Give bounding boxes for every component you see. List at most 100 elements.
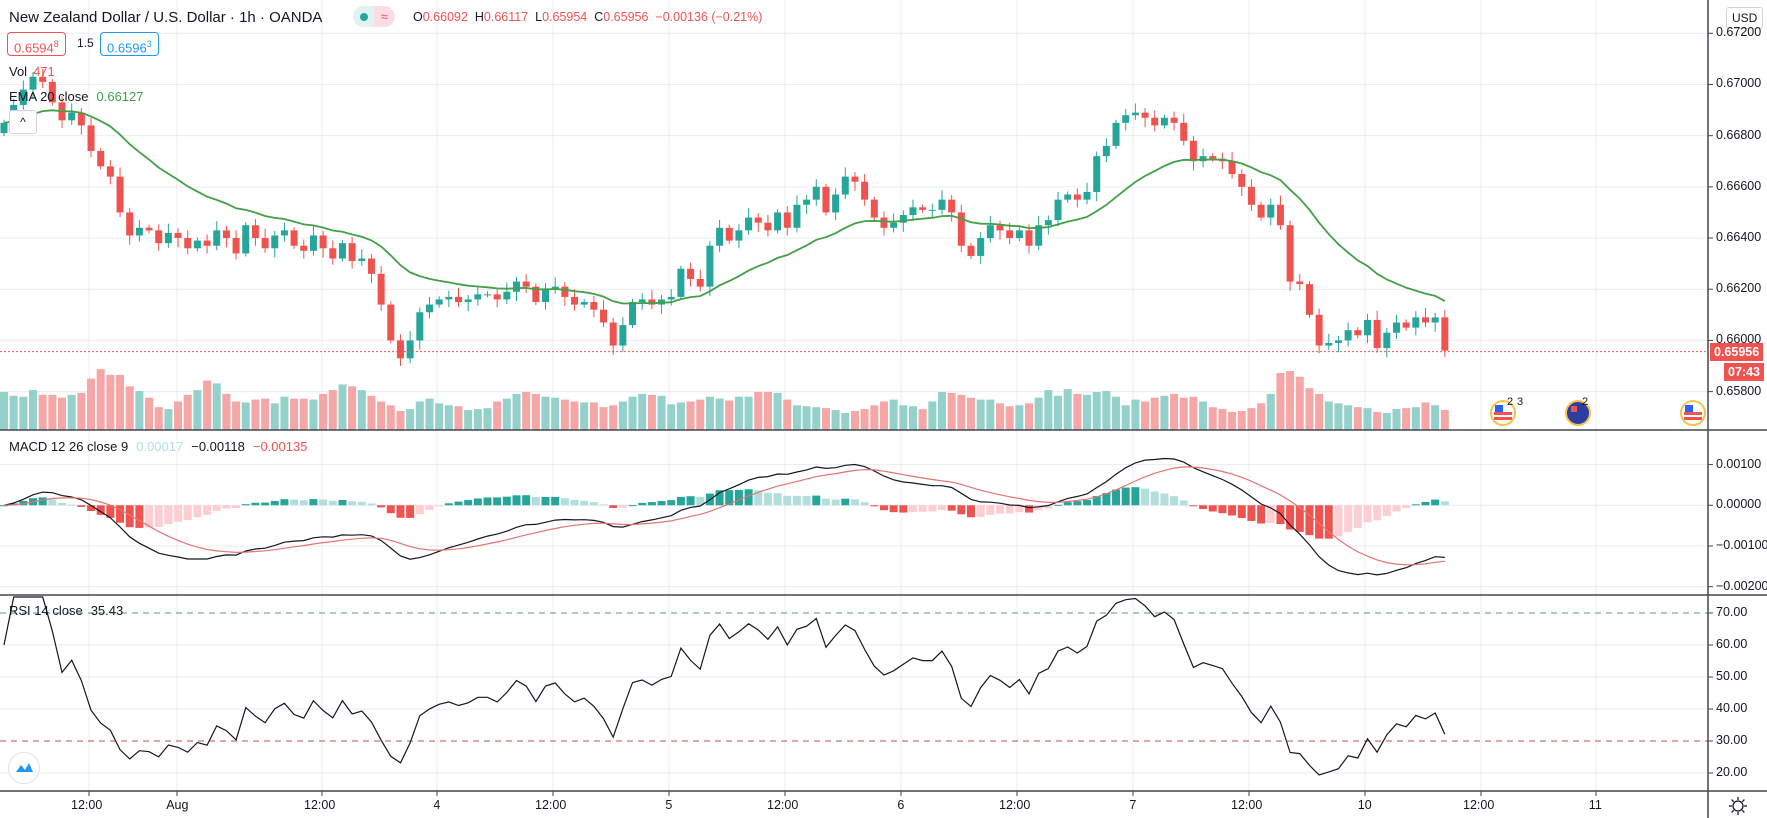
macd-histogram-bar (1208, 505, 1217, 512)
macd-histogram-bar (183, 505, 192, 521)
volume-bar (1286, 371, 1295, 430)
candle-body (522, 281, 530, 287)
candle (19, 80, 27, 110)
candle-body (938, 199, 946, 210)
candle-body (358, 258, 366, 262)
volume-bar (918, 409, 927, 430)
candles (0, 69, 1449, 367)
macd-histogram-bar (1005, 505, 1014, 514)
buy-button[interactable]: 0.65963 (100, 32, 159, 56)
macd-histogram-bar (261, 502, 270, 506)
settings-gear-icon[interactable] (1728, 796, 1748, 816)
candle (542, 283, 550, 310)
macd-label: MACD 12 26 close 9 (9, 439, 129, 454)
volume-bar (1112, 396, 1121, 430)
macd-histogram-bar (1160, 493, 1169, 506)
macd-histogram-bar (879, 505, 888, 511)
volume-bar (996, 403, 1005, 430)
volume-bar (251, 399, 260, 430)
macd-histogram-bar (1034, 505, 1043, 511)
volume-bar (1083, 394, 1092, 430)
rsi-legend[interactable]: RSI 14 close 35.43 (9, 603, 123, 618)
candle (803, 195, 811, 214)
candle (1131, 103, 1139, 120)
volume-bar (850, 410, 859, 430)
bar-countdown: 07:43 (1724, 362, 1764, 381)
rsi-axis-label: 60.00 (1716, 637, 1748, 651)
volume-bar (522, 391, 531, 430)
candle (967, 242, 975, 260)
macd-histogram-bar (338, 500, 347, 506)
candle-body (1383, 332, 1391, 349)
macd-histogram-bar (599, 504, 608, 506)
candle (155, 224, 163, 251)
volume-bar (889, 399, 898, 430)
macd-legend[interactable]: MACD 12 26 close 9 0.00017 −0.00118 −0.0013… (9, 439, 307, 454)
currency-button[interactable]: USD (1726, 7, 1764, 29)
candle-body (890, 222, 898, 228)
volume-bar (1305, 388, 1314, 430)
ema-legend[interactable]: EMA 20 close 0.66127 (9, 89, 144, 104)
candle (145, 224, 153, 234)
symbol-title[interactable]: New Zealand Dollar / U.S. Dollar · 1h · … (9, 9, 323, 26)
candle (1354, 327, 1362, 339)
candle-body (1083, 191, 1091, 200)
candle (832, 188, 840, 221)
candle (454, 287, 462, 307)
collapse-legend-button[interactable]: ^ (9, 110, 37, 134)
candle (1296, 273, 1304, 291)
macd-histogram-bar (1305, 505, 1314, 536)
candle (957, 204, 965, 252)
time-axis-label: 12:00 (304, 798, 336, 812)
candle (919, 204, 927, 213)
macd-histogram-bar (522, 495, 531, 506)
us-flag-icon[interactable] (1490, 400, 1516, 426)
market-status-pill[interactable]: ≈ (353, 6, 395, 27)
macd-histogram-bar (686, 496, 695, 506)
sell-button[interactable]: 0.65948 (7, 32, 66, 56)
us-flag-icon[interactable] (1680, 400, 1706, 426)
macd-histogram-bar (676, 496, 685, 506)
volume-legend[interactable]: Vol 471 (9, 64, 55, 79)
candle (106, 160, 114, 185)
macd-histogram-bar (812, 495, 821, 506)
volume-bar (841, 412, 850, 430)
candle (1334, 335, 1342, 353)
candle-body (638, 299, 646, 303)
macd-histogram-bar (425, 505, 434, 511)
candle-body (696, 278, 704, 287)
macd-histogram-bar (309, 499, 318, 506)
macd-histogram-bar (386, 505, 395, 514)
volume-bar (1199, 401, 1208, 430)
macd-histogram-bar (986, 505, 995, 515)
volume-bar (116, 374, 125, 430)
volume-bar (696, 399, 705, 430)
volume-bar (792, 405, 801, 430)
candle (841, 167, 849, 200)
macd-histogram-bar (1102, 493, 1111, 506)
macd-histogram-bar (928, 505, 937, 512)
candle (551, 277, 559, 294)
candle (367, 253, 375, 284)
volume-bar (908, 406, 917, 430)
volume-bar (618, 401, 627, 430)
candle (184, 230, 192, 255)
candle (290, 227, 298, 249)
macd-histogram-bar (0, 505, 8, 507)
candle (135, 220, 143, 242)
volume-bar (1324, 401, 1333, 430)
candle-body (222, 230, 230, 239)
candle (309, 226, 317, 256)
candle (783, 206, 791, 236)
volume-bar (493, 401, 502, 430)
macd-histogram-bar (464, 500, 473, 506)
nz-flag-icon[interactable] (1565, 400, 1591, 426)
macd-histogram-bar (212, 505, 221, 511)
candle (561, 282, 569, 307)
macd-histogram-bar (1083, 500, 1092, 506)
time-axis-label: 6 (897, 798, 905, 812)
tradingview-logo-icon[interactable] (8, 752, 40, 784)
close-label: C (594, 10, 604, 24)
candle-body (1276, 204, 1284, 226)
